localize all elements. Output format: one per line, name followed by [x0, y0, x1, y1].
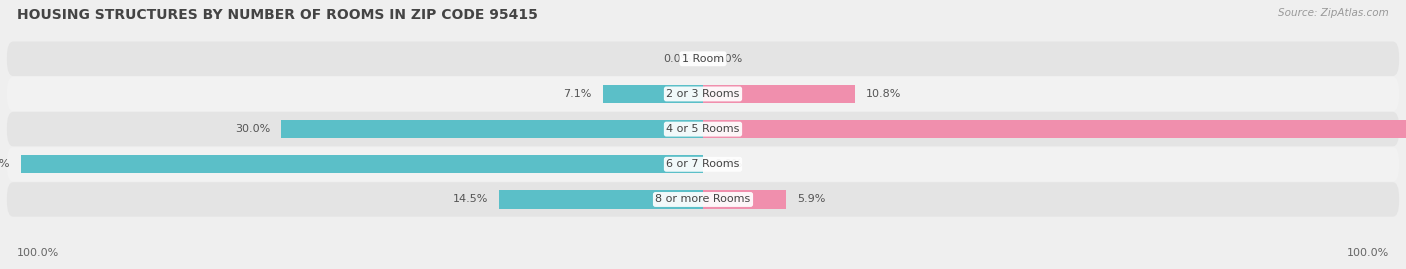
Text: Source: ZipAtlas.com: Source: ZipAtlas.com	[1278, 8, 1389, 18]
Text: 5.9%: 5.9%	[797, 194, 825, 204]
Bar	[499, 190, 703, 209]
Bar	[281, 120, 703, 138]
Text: 14.5%: 14.5%	[453, 194, 488, 204]
Text: HOUSING STRUCTURES BY NUMBER OF ROOMS IN ZIP CODE 95415: HOUSING STRUCTURES BY NUMBER OF ROOMS IN…	[17, 8, 537, 22]
Bar	[703, 85, 855, 103]
Text: 0.0%: 0.0%	[664, 54, 692, 64]
Bar	[21, 155, 703, 174]
Text: 100.0%: 100.0%	[1347, 248, 1389, 258]
Text: 6 or 7 Rooms: 6 or 7 Rooms	[666, 159, 740, 169]
Text: 30.0%: 30.0%	[235, 124, 270, 134]
Text: 0.0%: 0.0%	[714, 159, 742, 169]
Text: 48.5%: 48.5%	[0, 159, 10, 169]
Text: 2 or 3 Rooms: 2 or 3 Rooms	[666, 89, 740, 99]
FancyBboxPatch shape	[7, 182, 1399, 217]
FancyBboxPatch shape	[7, 77, 1399, 111]
FancyBboxPatch shape	[7, 41, 1399, 76]
Bar	[703, 190, 786, 209]
Text: 7.1%: 7.1%	[564, 89, 592, 99]
FancyBboxPatch shape	[7, 147, 1399, 182]
Text: 0.0%: 0.0%	[714, 54, 742, 64]
Text: 4 or 5 Rooms: 4 or 5 Rooms	[666, 124, 740, 134]
Text: 10.8%: 10.8%	[866, 89, 901, 99]
Bar	[703, 120, 1406, 138]
FancyBboxPatch shape	[7, 112, 1399, 146]
Text: 100.0%: 100.0%	[17, 248, 59, 258]
Text: 8 or more Rooms: 8 or more Rooms	[655, 194, 751, 204]
Text: 1 Room: 1 Room	[682, 54, 724, 64]
Bar	[603, 85, 703, 103]
